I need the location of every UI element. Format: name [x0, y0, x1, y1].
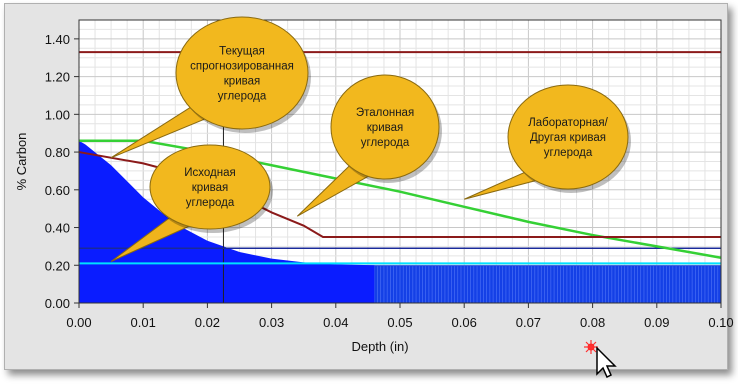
callout-text: Лабораторная/ [528, 117, 608, 129]
callout-text: кривая [224, 76, 260, 88]
predicted-curve [78, 151, 721, 238]
x-tick-label: 0.05 [387, 315, 412, 330]
x-tick-label: 0.02 [195, 315, 220, 330]
callout-text: углерода [218, 91, 267, 103]
y-tick-label: 0.00 [45, 296, 70, 311]
callout-text: кривая [367, 122, 403, 134]
x-tick-label: 0.01 [131, 315, 156, 330]
callout-text: Текущая [219, 46, 265, 58]
callout-text: углерода [361, 137, 410, 149]
callout-text: спрогнозированная [190, 61, 294, 73]
y-tick-label: 0.80 [45, 145, 70, 160]
callout-bubble [330, 74, 440, 180]
callout-bubble [175, 16, 309, 130]
callout-bubble [507, 84, 629, 190]
x-axis-label: Depth (in) [351, 339, 408, 354]
x-tick-label: 0.10 [708, 315, 733, 330]
callout-text: углерода [544, 147, 593, 159]
x-tick-label: 0.04 [323, 315, 348, 330]
x-tick-label: 0.06 [452, 315, 477, 330]
callout-text: углерода [186, 197, 235, 209]
x-tick-label: 0.07 [516, 315, 541, 330]
callout-text: кривая [192, 182, 228, 194]
callout-bubble [149, 144, 271, 230]
y-tick-label: 0.20 [45, 258, 70, 273]
y-tick-label: 1.00 [45, 107, 70, 122]
x-tick-label: 0.00 [66, 315, 91, 330]
callout-text: Исходная [184, 167, 235, 179]
cursor-icon [584, 340, 617, 378]
x-tick-label: 0.09 [644, 315, 669, 330]
callout-text: Другая кривая [530, 132, 606, 144]
x-tick-label: 0.08 [580, 315, 605, 330]
y-tick-label: 1.20 [45, 70, 70, 85]
y-tick-label: 1.40 [45, 32, 70, 47]
y-axis-label: % Carbon [14, 133, 29, 191]
y-tick-label: 0.40 [45, 221, 70, 236]
callout-text: Эталонная [356, 107, 414, 119]
x-tick-label: 0.03 [259, 315, 284, 330]
y-tick-label: 0.60 [45, 183, 70, 198]
